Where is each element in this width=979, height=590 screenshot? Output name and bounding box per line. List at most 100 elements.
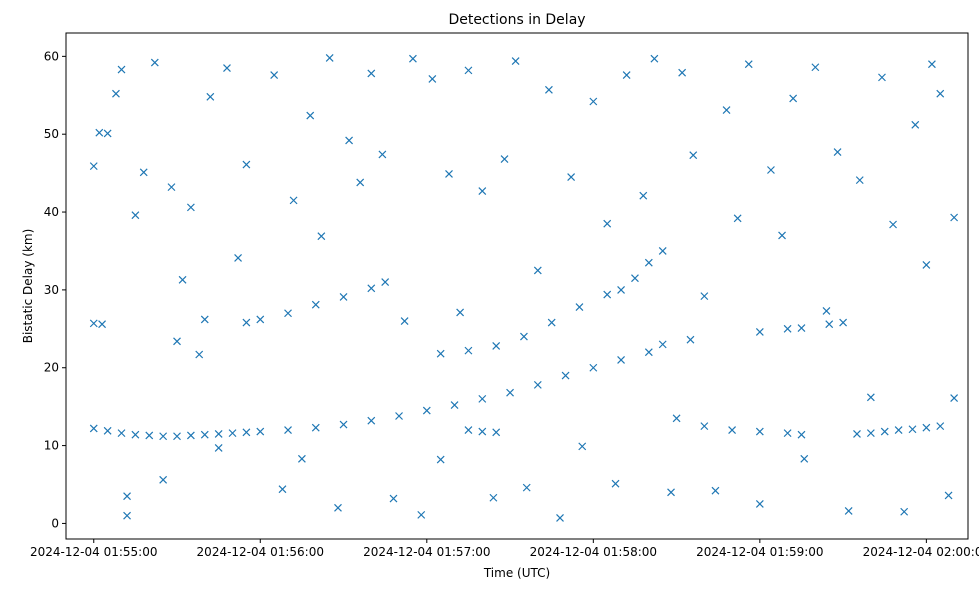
y-tick-label: 40 — [44, 205, 59, 219]
data-point-marker — [242, 160, 251, 169]
data-point-marker — [159, 475, 168, 484]
data-point-marker — [445, 169, 453, 178]
data-point-marker — [894, 426, 903, 434]
data-point-marker — [639, 191, 648, 200]
data-point-marker — [800, 454, 809, 463]
data-point-marker — [214, 429, 223, 438]
data-point-marker — [356, 178, 365, 187]
data-point-marker — [117, 429, 126, 438]
x-axis-label: Time (UTC) — [483, 566, 550, 580]
data-point-marker — [533, 380, 542, 389]
data-point-marker — [489, 493, 498, 502]
y-tick-label: 30 — [44, 283, 59, 297]
data-point-marker — [367, 69, 376, 78]
data-point-marker — [700, 422, 709, 431]
data-point-marker — [456, 308, 465, 317]
data-point-marker — [311, 300, 320, 309]
data-point-marker — [783, 324, 792, 333]
data-point-marker — [139, 168, 148, 177]
data-point-marker — [159, 432, 168, 441]
data-point-marker — [206, 92, 215, 101]
data-point-marker — [755, 500, 764, 508]
data-point-marker — [223, 64, 231, 72]
data-point-marker — [797, 324, 806, 332]
data-point-marker — [678, 68, 687, 77]
y-axis-ticks: 0 10 20 30 40 50 60 — [44, 49, 66, 530]
data-point-marker — [228, 429, 237, 438]
data-point-marker — [744, 60, 753, 69]
data-point-marker — [112, 89, 120, 98]
data-point-marker — [783, 429, 792, 438]
data-point-marker — [789, 94, 798, 103]
data-point-marker — [123, 511, 131, 520]
data-point-marker — [544, 85, 553, 94]
data-point-marker — [617, 285, 626, 294]
data-point-marker — [297, 454, 306, 463]
data-point-marker — [173, 432, 181, 441]
data-point-marker — [123, 492, 131, 501]
data-point-marker — [242, 318, 251, 327]
data-point-marker — [103, 426, 112, 435]
x-tick-label: 2024-12-04 01:56:00 — [197, 545, 324, 559]
data-point-marker — [578, 442, 587, 451]
data-point-marker — [234, 254, 242, 262]
x-tick-label: 2024-12-04 02:00:00 — [863, 545, 979, 559]
x-tick-label: 2024-12-04 01:57:00 — [363, 545, 490, 559]
data-point-marker — [436, 349, 445, 358]
data-point-marker — [936, 422, 945, 431]
data-point-marker — [464, 346, 473, 355]
data-point-marker — [853, 429, 861, 438]
x-tick-label: 2024-12-04 01:59:00 — [696, 545, 823, 559]
data-point-marker — [589, 97, 598, 106]
plot-frame — [65, 32, 969, 540]
data-point-marker — [242, 428, 251, 437]
data-point-marker — [522, 483, 531, 492]
data-point-marker — [631, 274, 639, 283]
data-point-marker — [611, 479, 620, 488]
data-point-marker — [889, 220, 897, 229]
data-point-marker — [825, 320, 834, 329]
data-point-marker — [378, 150, 387, 159]
data-point-marker — [464, 426, 473, 434]
data-point-marker — [950, 213, 959, 222]
data-point-marker — [186, 203, 195, 212]
data-point-marker — [89, 319, 98, 328]
data-point-marker — [395, 412, 403, 420]
data-point-marker — [345, 136, 354, 145]
data-point-marker — [381, 278, 390, 287]
x-axis-ticks: 2024-12-04 01:55:00 2024-12-04 01:56:00 20… — [30, 539, 979, 559]
data-point-marker — [256, 315, 265, 324]
data-point-marker — [478, 394, 487, 403]
data-point-marker — [855, 176, 864, 185]
x-tick-label: 2024-12-04 01:58:00 — [530, 545, 657, 559]
data-point-marker — [389, 494, 398, 503]
data-markers — [89, 53, 959, 522]
data-point-marker — [644, 258, 653, 267]
data-point-marker — [214, 443, 223, 452]
data-point-marker — [367, 416, 376, 425]
data-point-marker — [186, 431, 195, 440]
data-point-marker — [811, 63, 820, 72]
data-point-marker — [797, 430, 806, 439]
data-point-marker — [822, 306, 831, 315]
data-point-marker — [927, 60, 936, 69]
data-point-marker — [89, 424, 98, 433]
data-point-marker — [464, 66, 473, 75]
data-point-marker — [922, 261, 931, 269]
data-point-marker — [492, 428, 501, 437]
data-point-marker — [839, 318, 848, 327]
data-point-marker — [339, 420, 348, 429]
y-tick-label: 50 — [44, 127, 59, 141]
data-point-marker — [567, 173, 576, 181]
data-point-marker — [878, 73, 886, 82]
data-point-marker — [880, 427, 889, 436]
data-point-marker — [520, 332, 528, 341]
data-point-marker — [436, 455, 445, 464]
y-tick-label: 0 — [51, 516, 59, 530]
data-point-marker — [422, 406, 431, 415]
data-point-marker — [603, 219, 612, 228]
data-point-marker — [547, 318, 556, 327]
data-point-marker — [922, 423, 931, 432]
data-point-marker — [200, 430, 209, 439]
